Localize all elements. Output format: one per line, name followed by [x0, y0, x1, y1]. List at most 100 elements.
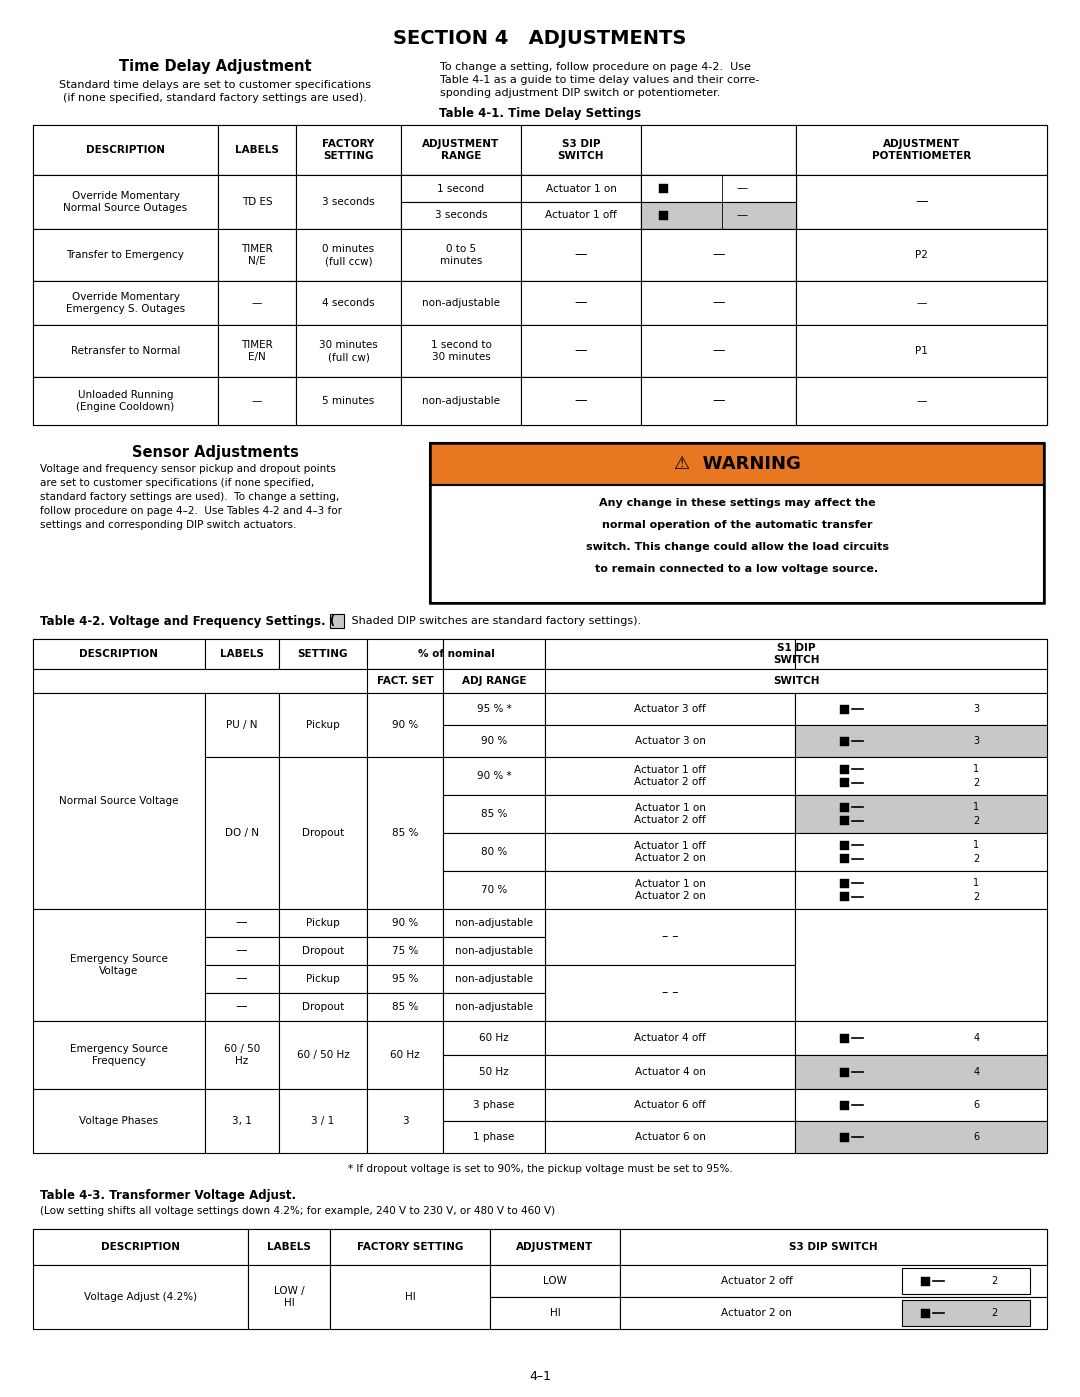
Bar	[367, 638, 443, 669]
Text: S1 DIP
SWITCH: S1 DIP SWITCH	[773, 643, 820, 665]
Text: SWITCH: SWITCH	[773, 676, 820, 686]
Bar	[367, 757, 443, 909]
Bar	[796, 124, 1047, 175]
Text: LABELS: LABELS	[267, 1242, 311, 1252]
Text: ⚠  WARNING: ⚠ WARNING	[674, 455, 800, 474]
Text: —: —	[575, 296, 588, 310]
Text: ADJUSTMENT
RANGE: ADJUSTMENT RANGE	[422, 138, 500, 161]
Text: LABELS: LABELS	[220, 650, 264, 659]
Bar	[490, 1266, 620, 1296]
Bar	[218, 377, 296, 425]
Bar	[33, 124, 218, 175]
Bar	[33, 909, 205, 1021]
Bar	[620, 1229, 1047, 1266]
Text: follow procedure on page 4–2.  Use Tables 4-2 and 4–3 for: follow procedure on page 4–2. Use Tables…	[40, 506, 342, 515]
Bar	[367, 669, 443, 693]
Bar	[279, 757, 367, 909]
Bar	[430, 443, 1044, 604]
Bar	[367, 693, 443, 757]
Bar	[795, 870, 1047, 909]
Bar	[279, 937, 367, 965]
Bar	[521, 175, 642, 203]
Bar	[443, 725, 545, 757]
Text: Actuator 2 on: Actuator 2 on	[721, 1308, 792, 1317]
Text: PU / N: PU / N	[226, 719, 258, 731]
Bar	[840, 1133, 849, 1141]
Text: Table 4-2. Voltage and Frequency Settings. (: Table 4-2. Voltage and Frequency Setting…	[40, 615, 335, 627]
Text: 4–1: 4–1	[529, 1370, 551, 1383]
Text: 2: 2	[973, 891, 980, 902]
Text: —: —	[915, 196, 928, 208]
Text: —: —	[737, 211, 747, 221]
Text: 90 %: 90 %	[481, 736, 508, 746]
Text: are set to customer specifications (if none specified,: are set to customer specifications (if n…	[40, 478, 314, 488]
Text: Table 4-1 as a guide to time delay values and their corre-: Table 4-1 as a guide to time delay value…	[440, 75, 759, 85]
Bar	[840, 736, 849, 746]
Text: settings and corresponding DIP switch actuators.: settings and corresponding DIP switch ac…	[40, 520, 296, 529]
Text: switch. This change could allow the load circuits: switch. This change could allow the load…	[585, 542, 889, 552]
Bar	[840, 1067, 849, 1077]
Bar	[545, 1120, 795, 1153]
Bar	[659, 184, 669, 193]
Text: 0 to 5
minutes: 0 to 5 minutes	[440, 244, 482, 267]
Text: 2: 2	[973, 778, 980, 788]
Bar	[205, 937, 279, 965]
Bar	[840, 855, 849, 863]
Bar	[443, 669, 545, 693]
Text: ADJUSTMENT
POTENTIOMETER: ADJUSTMENT POTENTIOMETER	[872, 138, 971, 161]
Bar	[205, 993, 279, 1021]
Text: 4: 4	[973, 1032, 980, 1044]
Text: 3, 1: 3, 1	[232, 1116, 252, 1126]
Text: DESCRIPTION: DESCRIPTION	[86, 145, 165, 155]
Bar	[840, 879, 849, 887]
Bar	[840, 816, 849, 826]
Bar	[642, 175, 796, 203]
Bar	[33, 326, 218, 377]
Bar	[205, 638, 279, 669]
Bar	[545, 870, 795, 909]
Bar	[33, 377, 218, 425]
Bar	[218, 124, 296, 175]
Text: non-adjustable: non-adjustable	[455, 974, 534, 983]
Text: 50 Hz: 50 Hz	[480, 1067, 509, 1077]
Text: FACT. SET: FACT. SET	[377, 676, 433, 686]
Bar	[401, 281, 521, 326]
Text: 4: 4	[973, 1067, 980, 1077]
Bar	[443, 909, 545, 937]
Bar	[205, 965, 279, 993]
Text: Retransfer to Normal: Retransfer to Normal	[71, 346, 180, 356]
Text: Pickup: Pickup	[306, 918, 340, 928]
Text: Actuator 1 off
Actuator 2 on: Actuator 1 off Actuator 2 on	[634, 841, 706, 863]
Text: Dropout: Dropout	[302, 828, 345, 838]
Bar	[840, 841, 849, 849]
Text: 90 %: 90 %	[392, 719, 418, 731]
Text: DO / N: DO / N	[225, 828, 259, 838]
Text: Dropout: Dropout	[302, 946, 345, 956]
Text: 0 minutes
(full ccw): 0 minutes (full ccw)	[323, 244, 375, 267]
Bar	[545, 1055, 795, 1090]
Bar	[33, 124, 1047, 175]
Text: Standard time delays are set to customer specifications: Standard time delays are set to customer…	[59, 80, 372, 89]
Text: Pickup: Pickup	[306, 974, 340, 983]
Bar	[521, 124, 642, 175]
Bar	[545, 638, 795, 669]
Bar	[545, 795, 795, 833]
Text: 4 seconds: 4 seconds	[322, 298, 375, 307]
Text: – –: – –	[662, 930, 678, 943]
Text: (if none specified, standard factory settings are used).: (if none specified, standard factory set…	[63, 94, 367, 103]
Bar	[218, 229, 296, 281]
Text: Actuator 1 on: Actuator 1 on	[545, 183, 617, 194]
Text: DESCRIPTION: DESCRIPTION	[102, 1242, 180, 1252]
Bar	[796, 175, 1047, 229]
Text: ADJ RANGE: ADJ RANGE	[462, 676, 526, 686]
Bar	[205, 693, 279, 757]
Bar	[248, 1266, 330, 1329]
Bar	[279, 1021, 367, 1090]
Bar	[279, 693, 367, 757]
Text: Actuator 1 off: Actuator 1 off	[545, 211, 617, 221]
Text: Table 4-1. Time Delay Settings: Table 4-1. Time Delay Settings	[438, 106, 642, 120]
Bar	[796, 377, 1047, 425]
Text: 60 Hz: 60 Hz	[390, 1051, 420, 1060]
Bar	[401, 229, 521, 281]
Bar	[642, 203, 796, 229]
